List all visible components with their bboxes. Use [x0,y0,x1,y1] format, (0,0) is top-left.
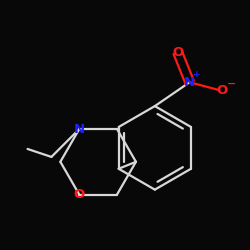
Text: +: + [193,70,201,79]
Text: O: O [74,188,85,201]
Text: N: N [184,76,195,89]
Text: O: O [216,84,228,97]
Text: −: − [227,79,236,89]
Text: O: O [172,46,183,59]
Text: N: N [74,122,85,136]
